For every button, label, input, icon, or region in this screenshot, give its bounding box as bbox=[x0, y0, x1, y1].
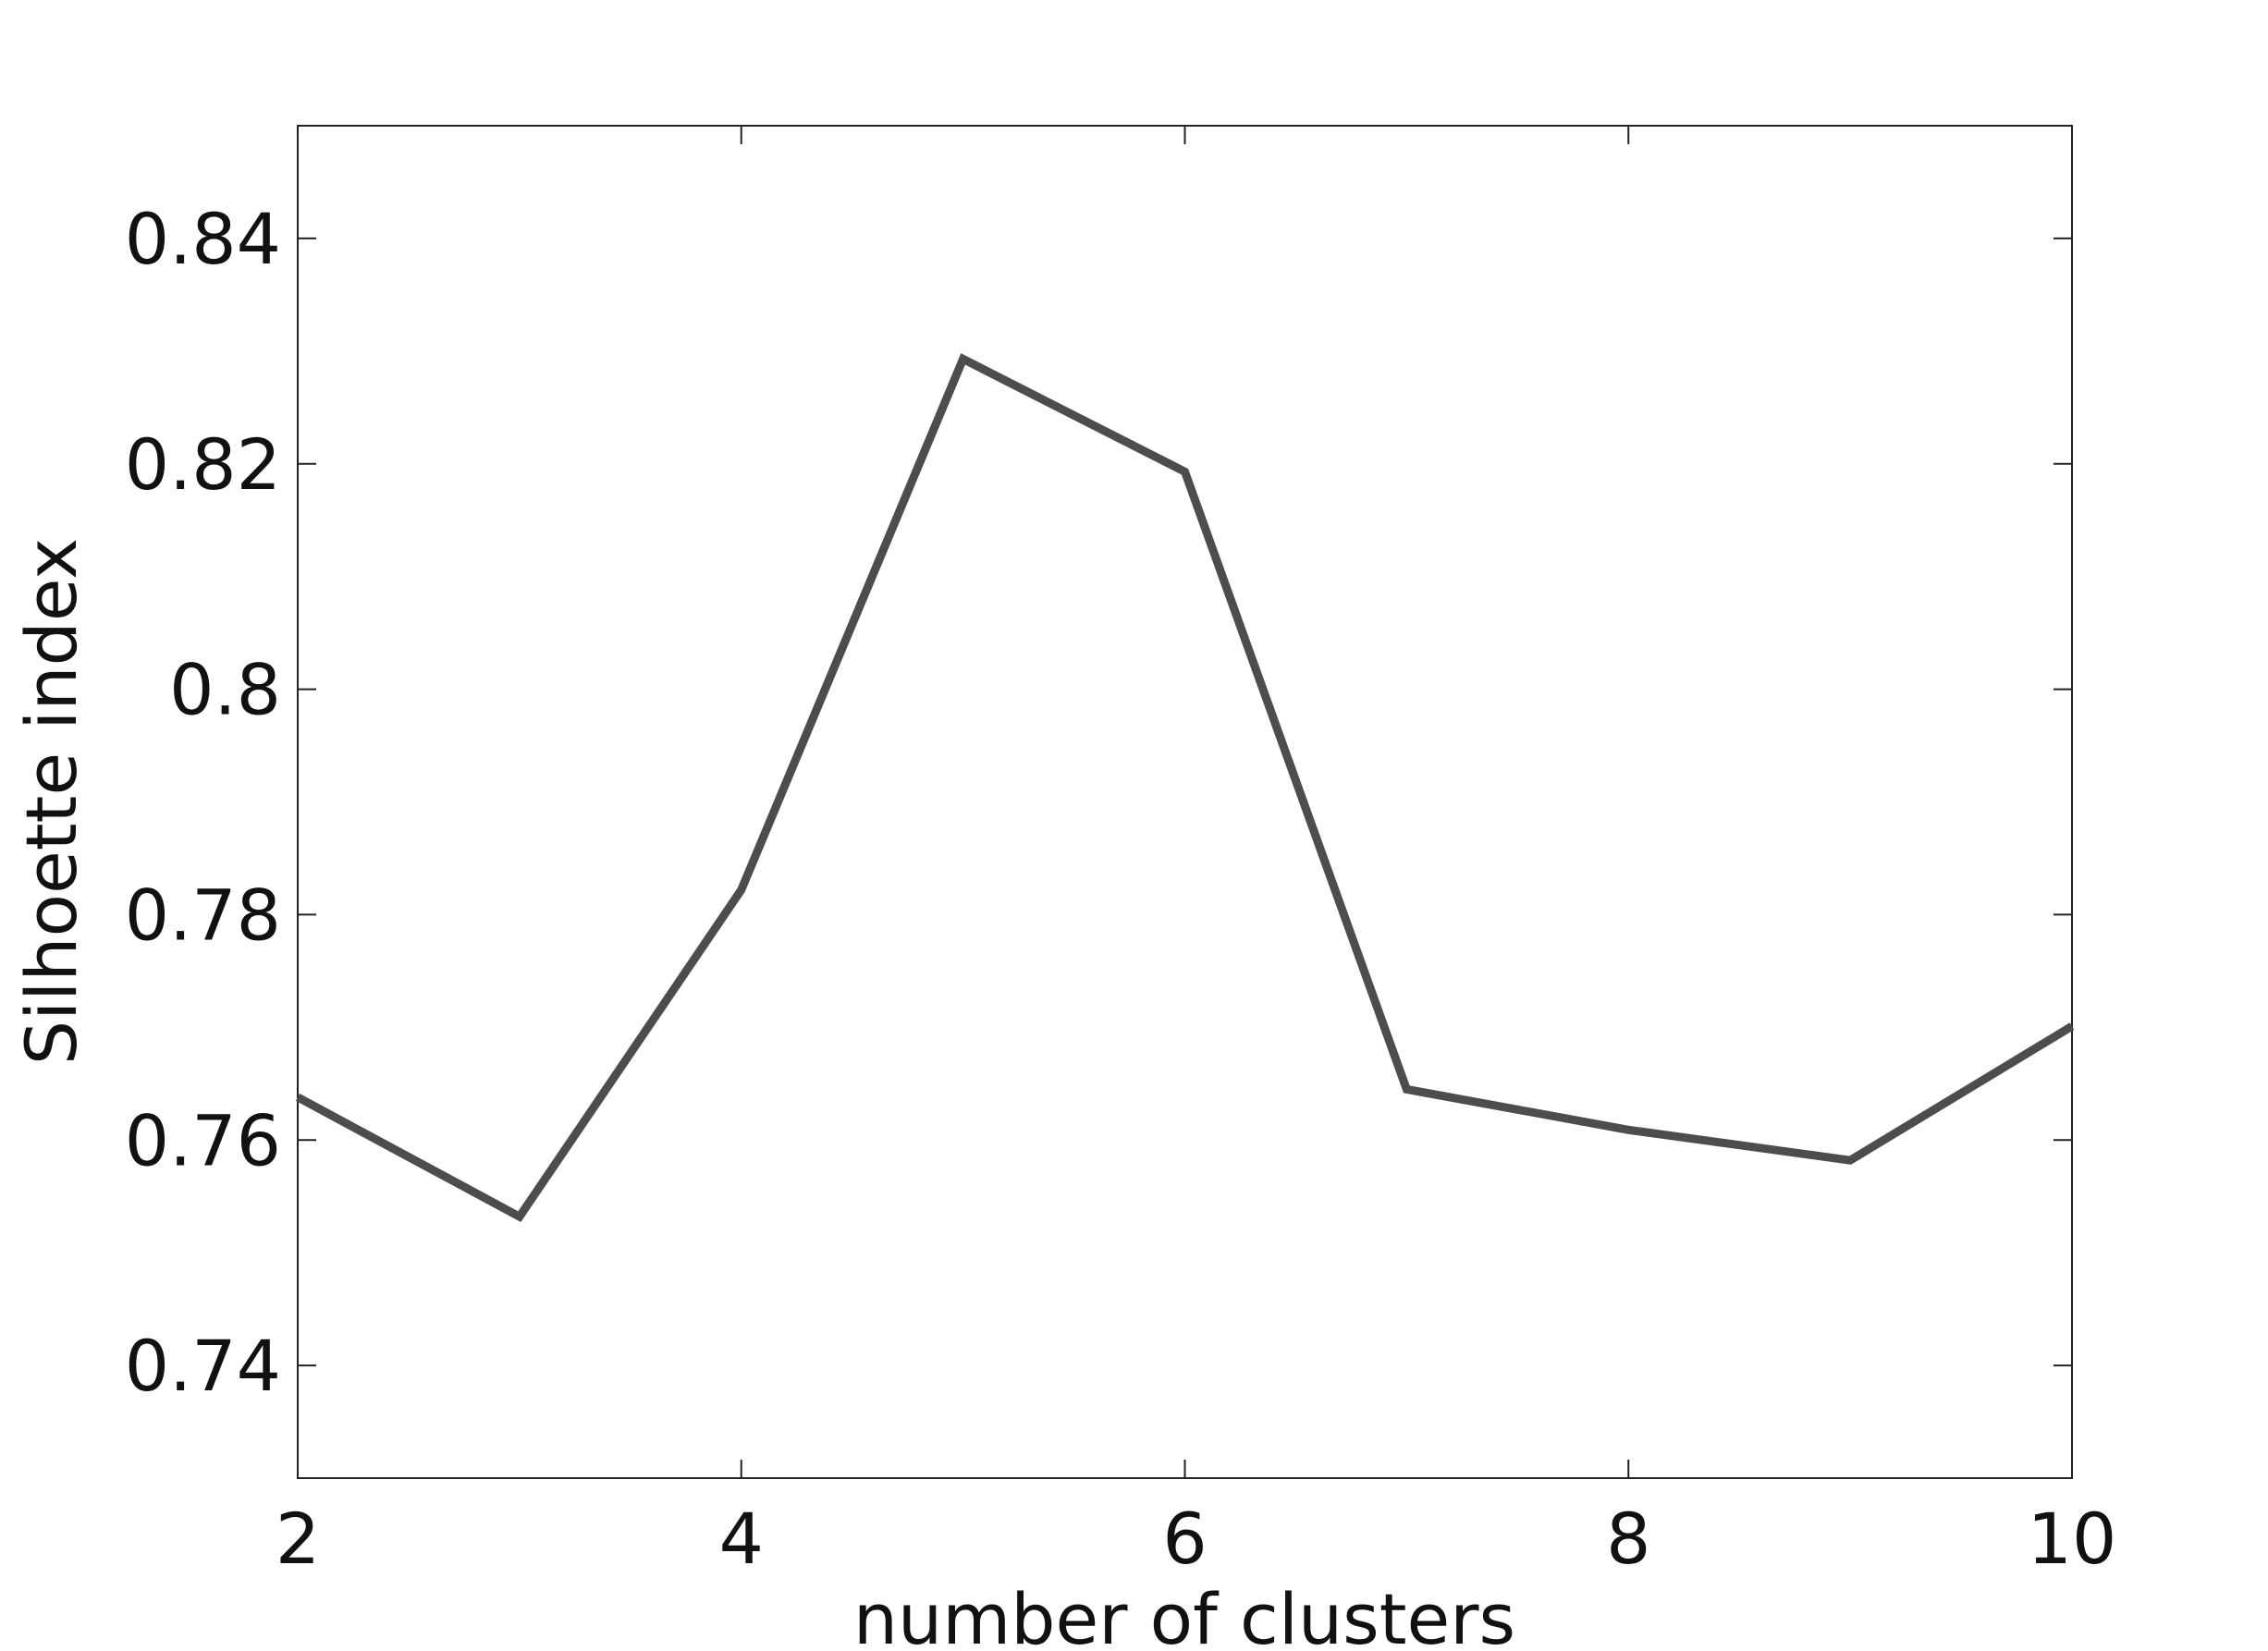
x-tick-label: 6 bbox=[1162, 1498, 1207, 1580]
y-tick-label: 0.74 bbox=[125, 1325, 281, 1407]
y-tick-label: 0.82 bbox=[125, 423, 281, 506]
data-line bbox=[295, 353, 2075, 1223]
x-tick-label: 8 bbox=[1606, 1498, 1650, 1580]
x-tick-label: 4 bbox=[719, 1498, 764, 1580]
y-tick-label: 0.84 bbox=[125, 198, 281, 280]
plot-frame bbox=[297, 125, 2073, 1479]
y-tick-label: 0.76 bbox=[125, 1099, 281, 1181]
x-tick-label: 2 bbox=[276, 1498, 320, 1580]
x-tick-label: 10 bbox=[2028, 1498, 2117, 1580]
y-tick-label: 0.8 bbox=[169, 649, 281, 731]
x-axis-label: number of clusters bbox=[853, 1578, 1515, 1651]
y-tick-label: 0.78 bbox=[125, 874, 281, 956]
y-axis-label: Silhoette index bbox=[10, 538, 92, 1065]
